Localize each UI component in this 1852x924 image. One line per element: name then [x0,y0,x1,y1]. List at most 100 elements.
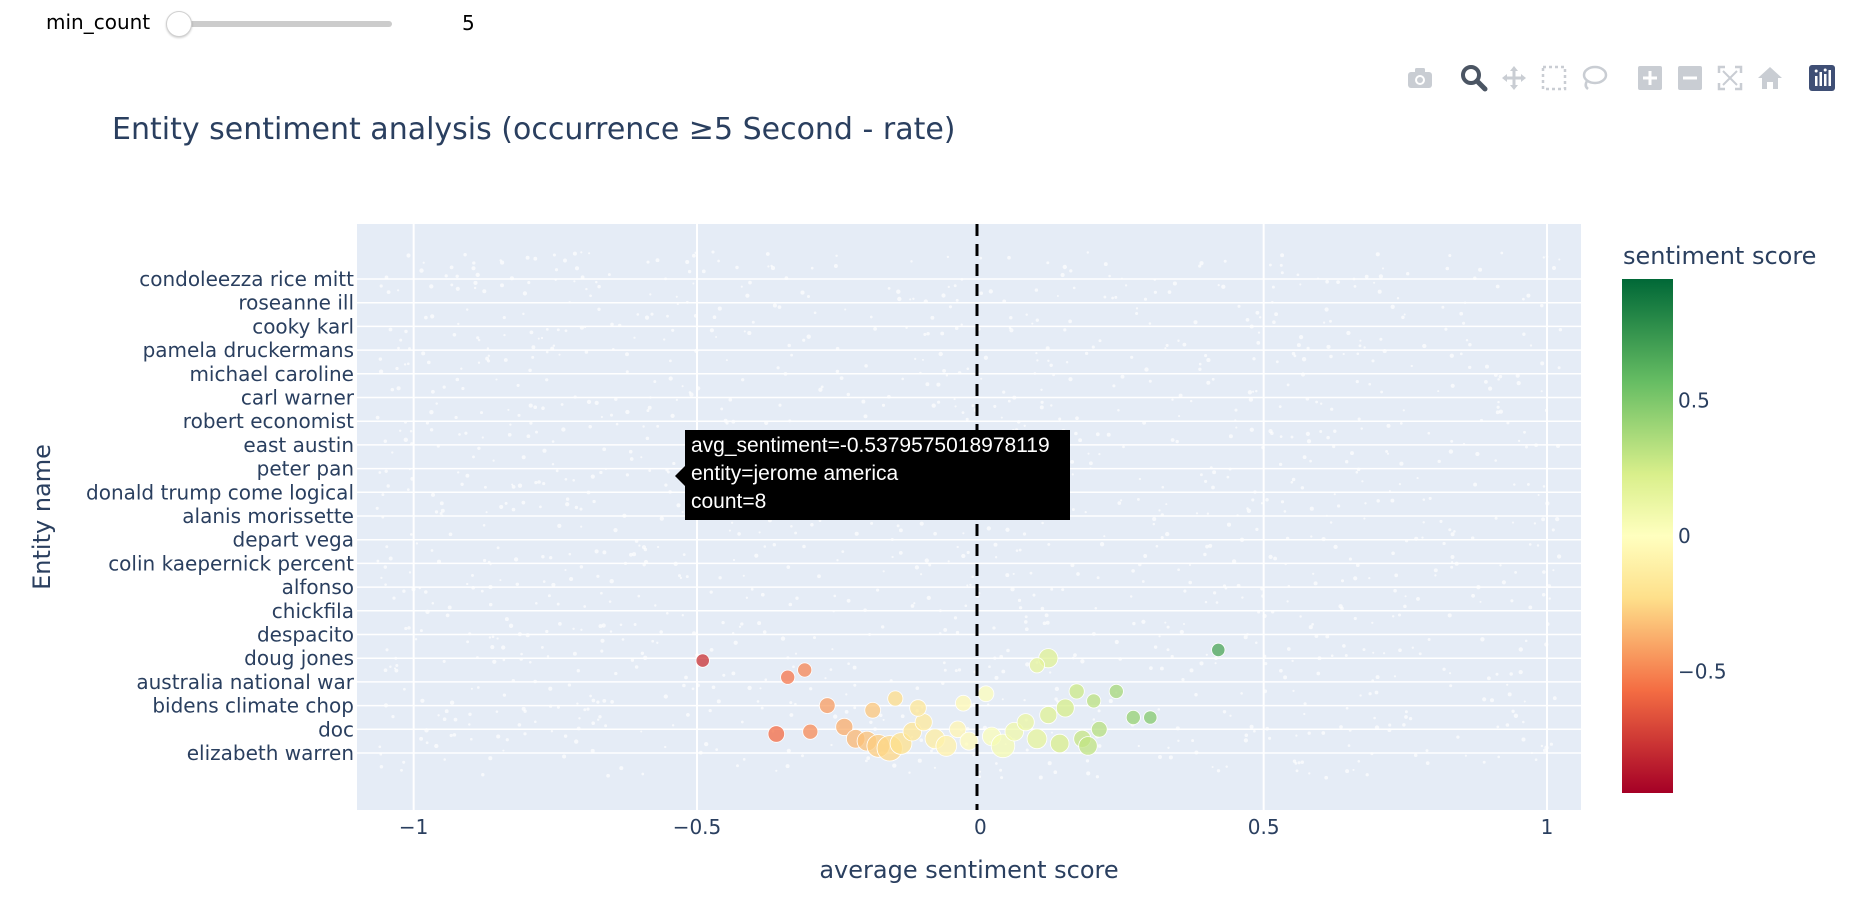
background-point [1441,305,1445,309]
background-point [429,428,434,432]
background-point [1350,451,1354,456]
background-point [565,497,570,501]
background-point [1299,283,1302,286]
min-count-slider-track[interactable] [180,21,392,27]
background-point [1422,521,1425,524]
background-point [600,649,604,653]
background-point [820,385,824,389]
background-point [1450,383,1455,388]
autoscale-icon[interactable] [1714,62,1746,94]
data-point[interactable] [1016,713,1035,732]
camera-icon[interactable] [1404,62,1436,94]
data-point[interactable] [835,717,854,736]
data-point[interactable] [959,731,979,751]
background-point [477,361,481,364]
data-point[interactable] [909,699,927,717]
background-point [1117,501,1122,505]
background-point [476,656,479,659]
lasso-select-icon[interactable] [1578,62,1610,94]
zoom-in-icon[interactable] [1634,62,1666,94]
background-point [1076,572,1080,576]
background-point [378,745,382,749]
data-point[interactable] [1108,683,1124,699]
data-point[interactable] [954,694,972,712]
background-point [1473,276,1477,281]
background-point [542,482,546,486]
zoom-out-icon[interactable] [1674,62,1706,94]
background-point [1393,675,1397,678]
background-point [1552,569,1555,572]
background-point [555,469,559,473]
background-point [956,545,959,549]
colorbar-tick-label: 0 [1678,524,1691,548]
background-point [1159,666,1164,671]
background-point [930,315,935,320]
data-point[interactable] [1211,642,1226,658]
data-point[interactable] [1068,683,1085,700]
background-point [1511,709,1515,713]
data-point[interactable] [797,662,813,678]
background-point [1120,499,1123,502]
background-point [466,582,469,586]
min-count-slider-value: 5 [462,11,475,35]
data-point[interactable] [1078,736,1098,756]
data-point[interactable] [949,720,967,739]
background-point [1329,319,1332,323]
data-point[interactable] [864,701,881,719]
background-point [496,734,501,739]
data-point[interactable] [935,735,958,757]
background-point [1231,559,1237,564]
background-point [502,749,505,752]
background-point [425,741,429,745]
data-point[interactable] [818,697,836,714]
x-tick-label: 0 [974,815,987,839]
zoom-icon[interactable] [1458,62,1490,94]
data-point[interactable] [767,725,786,743]
background-point [385,648,389,652]
background-point [1494,516,1498,520]
background-point [1545,501,1550,506]
background-point [832,609,835,613]
background-point [728,529,731,532]
background-point [1381,267,1385,270]
min-count-slider-thumb[interactable] [166,11,192,37]
background-point [1459,311,1464,316]
background-point [1373,716,1376,720]
box-select-icon[interactable] [1538,62,1570,94]
background-point [712,315,717,320]
y-tick-label: doc [318,717,354,741]
data-point[interactable] [780,669,796,685]
background-point [551,440,555,443]
data-point[interactable] [802,723,819,740]
data-point[interactable] [1055,698,1075,718]
pan-icon[interactable] [1498,62,1530,94]
data-point[interactable] [1091,720,1108,738]
data-point[interactable] [1086,693,1102,709]
data-point[interactable] [1026,728,1048,750]
data-point[interactable] [695,653,710,668]
plotly-logo-icon[interactable] [1806,62,1838,94]
background-point [863,414,868,419]
data-point[interactable] [1039,706,1058,725]
background-point [1108,274,1111,278]
background-point [511,679,515,683]
data-point[interactable] [990,733,1016,759]
data-point[interactable] [887,690,904,707]
data-point[interactable] [977,685,995,703]
background-point [1071,656,1075,660]
background-point [1204,479,1208,483]
background-point [461,386,465,391]
data-point[interactable] [1125,710,1141,726]
background-point [1103,295,1107,299]
reset-axes-icon[interactable] [1754,62,1786,94]
background-point [1495,284,1500,289]
background-point [1075,416,1079,421]
data-point[interactable] [1049,733,1070,754]
background-point [463,253,467,257]
data-point[interactable] [1029,657,1046,674]
data-point[interactable] [1143,710,1158,725]
background-point [396,386,401,391]
background-point [383,703,389,708]
background-point [1385,449,1389,453]
